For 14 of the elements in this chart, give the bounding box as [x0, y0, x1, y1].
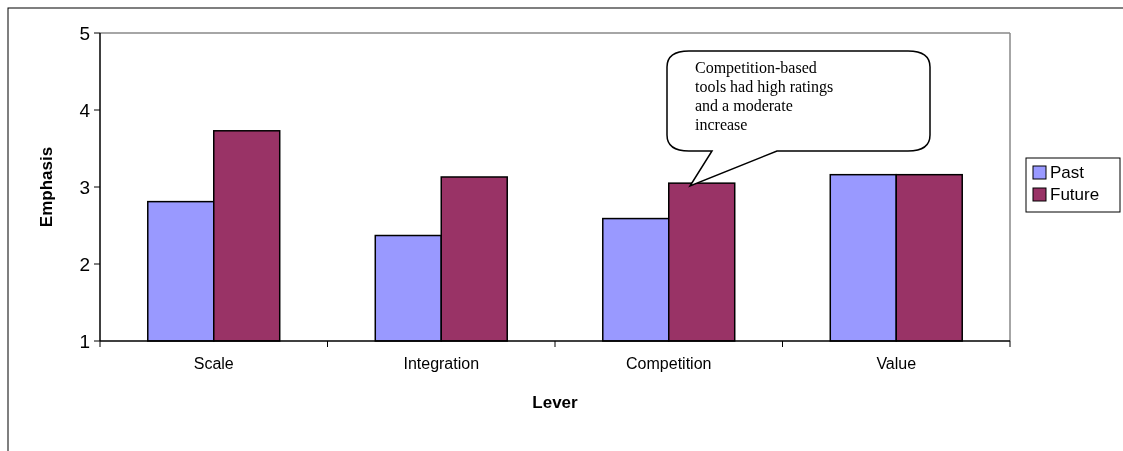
- x-axis-title: Lever: [532, 393, 579, 412]
- x-tick-label: Scale: [193, 355, 234, 372]
- y-tick-label: 1: [79, 330, 90, 352]
- y-tick-label: 3: [79, 176, 90, 198]
- y-tick-label: 4: [79, 99, 91, 121]
- annotation: Competition-based tools had high ratings and a moderate increase: [695, 59, 834, 133]
- legend-label: Future: [1050, 184, 1100, 204]
- y-tick-label: 5: [79, 22, 90, 44]
- x-tick-label: Integration: [403, 355, 480, 372]
- x-tick-label: Value: [876, 355, 917, 372]
- legend-label: Past: [1050, 162, 1085, 182]
- y-tick-label: 2: [79, 253, 90, 275]
- x-tick-label: Competition: [626, 355, 712, 372]
- y-axis-title: Emphasis: [37, 146, 56, 228]
